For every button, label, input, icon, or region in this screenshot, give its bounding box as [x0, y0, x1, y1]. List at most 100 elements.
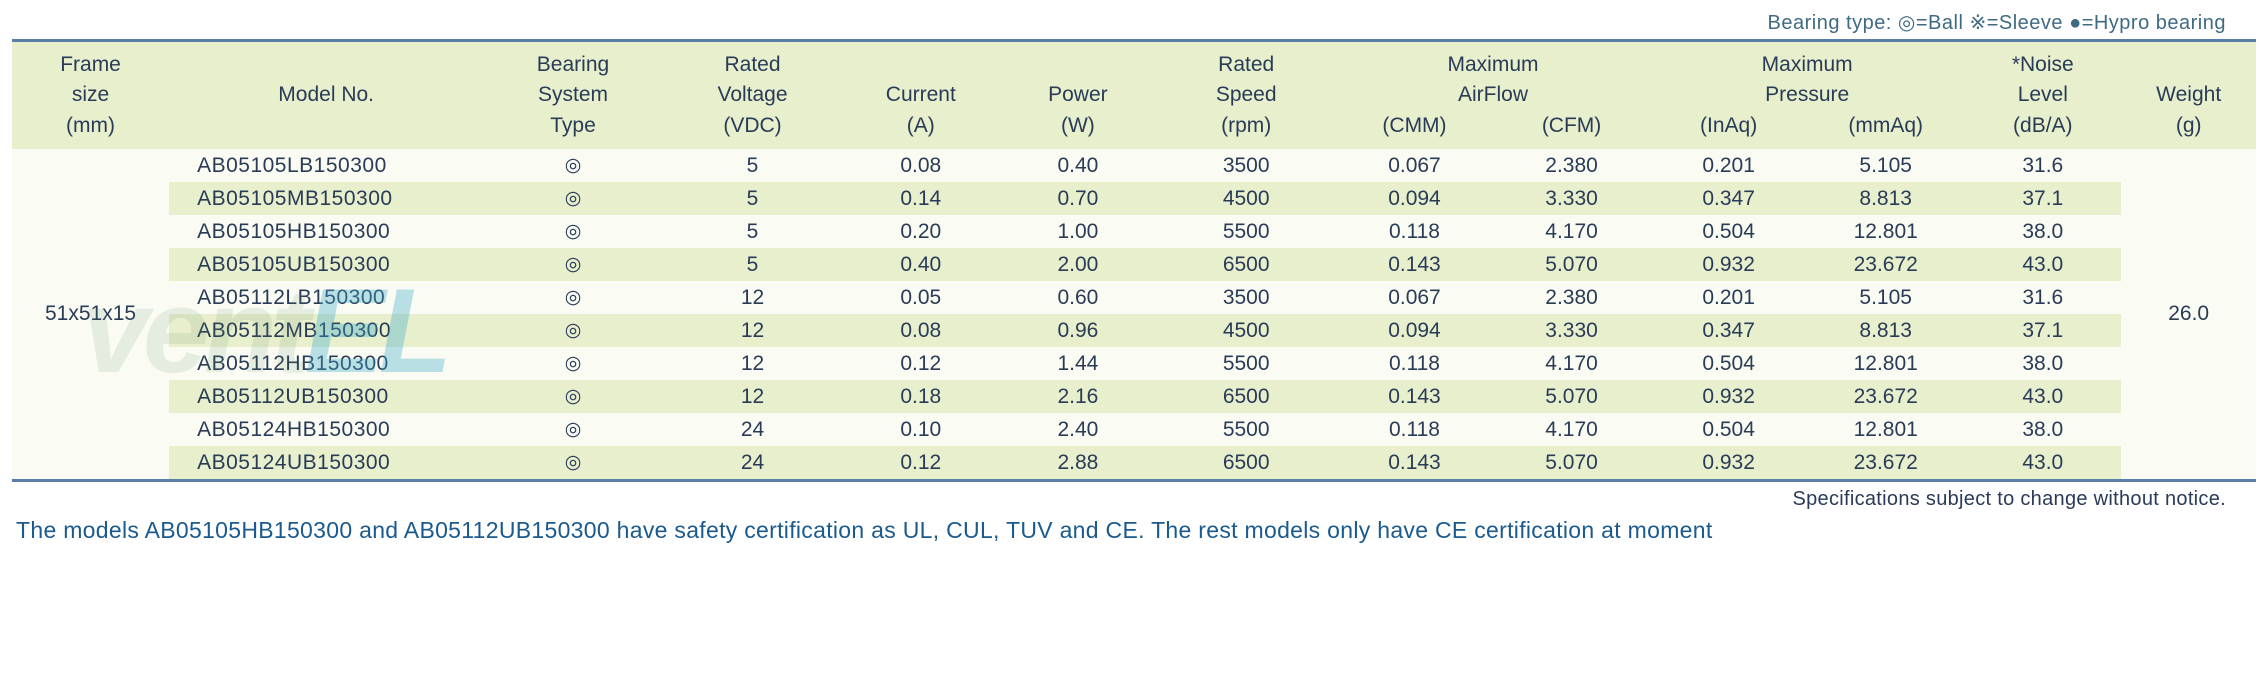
cell-noise: 37.1 — [1964, 182, 2121, 215]
cell-speed: 4500 — [1156, 182, 1336, 215]
cell-noise: 31.6 — [1964, 281, 2121, 314]
cell-voltage: 12 — [663, 347, 843, 380]
cell-voltage: 5 — [663, 182, 843, 215]
table-body: 51x51x15AB05105LB150300◎50.080.4035000.0… — [12, 149, 2256, 479]
spec-table: Framesize(mm) Model No. BearingSystemTyp… — [12, 42, 2256, 479]
cell-mmaq: 12.801 — [1807, 215, 1964, 248]
cell-speed: 4500 — [1156, 314, 1336, 347]
cell-inaq: 0.932 — [1650, 380, 1807, 413]
cell-power: 0.96 — [999, 314, 1156, 347]
cell-mmaq: 23.672 — [1807, 380, 1964, 413]
cell-bearing: ◎ — [483, 347, 663, 380]
cell-current: 0.12 — [842, 347, 999, 380]
col-header-model: Model No. — [169, 42, 483, 149]
col-header-bearing: BearingSystemType — [483, 42, 663, 149]
cell-noise: 43.0 — [1964, 446, 2121, 479]
cell-voltage: 12 — [663, 380, 843, 413]
certification-note: The models AB05105HB150300 and AB05112UB… — [12, 513, 2256, 544]
cell-inaq: 0.504 — [1650, 413, 1807, 446]
cell-speed: 3500 — [1156, 149, 1336, 182]
table-row: AB05124UB150300◎240.122.8865000.1435.070… — [12, 446, 2256, 479]
frame-size-cell: 51x51x15 — [12, 149, 169, 479]
cell-current: 0.10 — [842, 413, 999, 446]
table-row: AB05105HB150300◎50.201.0055000.1184.1700… — [12, 215, 2256, 248]
cell-voltage: 5 — [663, 248, 843, 281]
cell-power: 0.60 — [999, 281, 1156, 314]
cell-power: 0.70 — [999, 182, 1156, 215]
table-row: AB05124HB150300◎240.102.4055000.1184.170… — [12, 413, 2256, 446]
bearing-type-legend: Bearing type: ◎=Ball ※=Sleeve ●=Hypro be… — [12, 8, 2256, 39]
cell-current: 0.14 — [842, 182, 999, 215]
change-notice: Specifications subject to change without… — [12, 482, 2256, 513]
table-row: AB05105MB150300◎50.140.7045000.0943.3300… — [12, 182, 2256, 215]
cell-model: AB05105HB150300 — [169, 215, 483, 248]
cell-model: AB05112MB150300 — [169, 314, 483, 347]
cell-bearing: ◎ — [483, 281, 663, 314]
cell-bearing: ◎ — [483, 149, 663, 182]
cell-cmm: 0.094 — [1336, 182, 1493, 215]
cell-model: AB05112LB150300 — [169, 281, 483, 314]
cell-inaq: 0.932 — [1650, 248, 1807, 281]
table-row: AB05112HB150300◎120.121.4455000.1184.170… — [12, 347, 2256, 380]
cell-bearing: ◎ — [483, 380, 663, 413]
cell-speed: 6500 — [1156, 380, 1336, 413]
table-row: AB05112UB150300◎120.182.1665000.1435.070… — [12, 380, 2256, 413]
cell-cmm: 0.067 — [1336, 281, 1493, 314]
cell-mmaq: 12.801 — [1807, 347, 1964, 380]
cell-current: 0.20 — [842, 215, 999, 248]
cell-power: 0.40 — [999, 149, 1156, 182]
cell-inaq: 0.201 — [1650, 281, 1807, 314]
cell-power: 2.16 — [999, 380, 1156, 413]
col-header-current: Current(A) — [842, 42, 999, 149]
cell-power: 1.00 — [999, 215, 1156, 248]
table-row: AB05112LB150300◎120.050.6035000.0672.380… — [12, 281, 2256, 314]
cell-model: AB05124HB150300 — [169, 413, 483, 446]
cell-bearing: ◎ — [483, 413, 663, 446]
cell-bearing: ◎ — [483, 314, 663, 347]
cell-current: 0.40 — [842, 248, 999, 281]
cell-cmm: 0.143 — [1336, 248, 1493, 281]
cell-noise: 38.0 — [1964, 413, 2121, 446]
cell-current: 0.12 — [842, 446, 999, 479]
cell-noise: 38.0 — [1964, 215, 2121, 248]
cell-inaq: 0.201 — [1650, 149, 1807, 182]
cell-cfm: 5.070 — [1493, 380, 1650, 413]
cell-power: 2.00 — [999, 248, 1156, 281]
cell-power: 2.40 — [999, 413, 1156, 446]
cell-bearing: ◎ — [483, 248, 663, 281]
table-row: AB05105UB150300◎50.402.0065000.1435.0700… — [12, 248, 2256, 281]
cell-model: AB05105MB150300 — [169, 182, 483, 215]
cell-inaq: 0.347 — [1650, 182, 1807, 215]
col-header-cmm: MaximumAirFlow(CMM)(CFM) — [1336, 42, 1650, 149]
cell-model: AB05112UB150300 — [169, 380, 483, 413]
cell-cfm: 4.170 — [1493, 413, 1650, 446]
cell-cmm: 0.143 — [1336, 380, 1493, 413]
cell-noise: 43.0 — [1964, 380, 2121, 413]
cell-cfm: 3.330 — [1493, 314, 1650, 347]
cell-inaq: 0.504 — [1650, 347, 1807, 380]
col-header-power: Power(W) — [999, 42, 1156, 149]
cell-bearing: ◎ — [483, 215, 663, 248]
cell-cfm: 5.070 — [1493, 446, 1650, 479]
cell-bearing: ◎ — [483, 446, 663, 479]
cell-cfm: 2.380 — [1493, 149, 1650, 182]
cell-cmm: 0.094 — [1336, 314, 1493, 347]
col-header-noise: *NoiseLevel(dB/A) — [1964, 42, 2121, 149]
cell-voltage: 24 — [663, 413, 843, 446]
cell-noise: 43.0 — [1964, 248, 2121, 281]
cell-power: 1.44 — [999, 347, 1156, 380]
table-header: Framesize(mm) Model No. BearingSystemTyp… — [12, 42, 2256, 149]
col-header-frame: Framesize(mm) — [12, 42, 169, 149]
cell-cfm: 5.070 — [1493, 248, 1650, 281]
cell-current: 0.08 — [842, 149, 999, 182]
cell-mmaq: 12.801 — [1807, 413, 1964, 446]
cell-model: AB05105LB150300 — [169, 149, 483, 182]
cell-cmm: 0.118 — [1336, 347, 1493, 380]
cell-speed: 3500 — [1156, 281, 1336, 314]
cell-noise: 38.0 — [1964, 347, 2121, 380]
cell-model: AB05105UB150300 — [169, 248, 483, 281]
cell-mmaq: 8.813 — [1807, 314, 1964, 347]
cell-mmaq: 23.672 — [1807, 446, 1964, 479]
cell-voltage: 24 — [663, 446, 843, 479]
cell-noise: 37.1 — [1964, 314, 2121, 347]
